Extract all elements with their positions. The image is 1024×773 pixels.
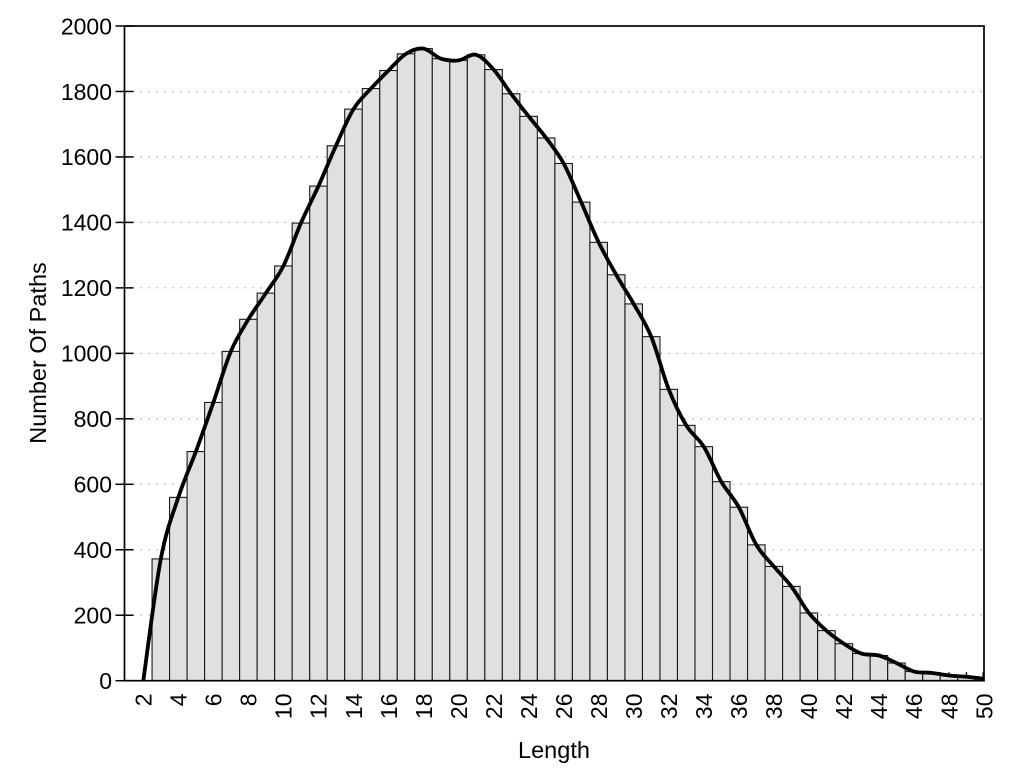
histogram-bar-21 <box>466 54 486 682</box>
x-tick-labels: 2 4 6 8 10 12 14 16 18 20 22 24 26 28 30 32 34 36 38 40 42 44… <box>131 693 998 719</box>
y-axis-title: Number Of Paths <box>25 262 51 444</box>
x-tick-label-18: 18 <box>411 694 437 720</box>
histogram-bar-34 <box>694 446 714 682</box>
x-tick-label-36: 36 <box>726 694 752 720</box>
x-tick-label-50: 50 <box>971 694 997 720</box>
histogram-bar-8 <box>239 318 258 682</box>
x-tick-label-14: 14 <box>341 693 367 719</box>
y-tick-label-2000: 2000 <box>61 13 112 39</box>
histogram-bar-36 <box>729 506 749 682</box>
x-tick-label-22: 22 <box>481 694 507 720</box>
histogram-bar-6 <box>204 401 223 682</box>
plot-border <box>123 25 985 682</box>
histogram-bar-5 <box>186 451 206 682</box>
histogram-bar-12 <box>309 185 328 682</box>
x-axis-title: Length <box>518 737 590 763</box>
y-tick-label-600: 600 <box>74 472 112 498</box>
x-tick-label-32: 32 <box>656 694 682 720</box>
y-tick-label-200: 200 <box>74 603 112 629</box>
y-tick-label-0: 0 <box>99 668 112 694</box>
y-tick-label-1600: 1600 <box>61 144 112 170</box>
histogram-bar-15 <box>361 87 381 682</box>
histogram-bar-4 <box>169 496 188 682</box>
histogram-bar-11 <box>291 222 311 682</box>
histogram-bar-19 <box>431 58 451 682</box>
histogram-bar-35 <box>711 481 731 682</box>
y-tick-label-1200: 1200 <box>61 275 112 301</box>
histogram-bar-18 <box>414 48 433 682</box>
histogram-bar-10 <box>274 265 293 682</box>
x-tick-label-28: 28 <box>586 694 612 720</box>
histogram-bar-9 <box>256 292 276 682</box>
histogram-bar-16 <box>379 69 398 682</box>
smooth-curve-layer <box>141 46 985 682</box>
histogram-bar-25 <box>536 137 556 682</box>
x-tick-label-6: 6 <box>201 694 227 707</box>
histogram-bar-26 <box>554 162 573 682</box>
y-tick-label-400: 400 <box>74 537 112 563</box>
histogram-bar-31 <box>641 336 661 682</box>
histogram-bar-40 <box>799 612 819 682</box>
histogram-bar-13 <box>326 145 346 682</box>
histogram-bar-39 <box>782 585 801 682</box>
histogram-bar-41 <box>817 630 836 682</box>
histogram-bar-33 <box>676 424 696 682</box>
y-tick-label-1000: 1000 <box>61 341 112 367</box>
frequency-curve <box>141 46 985 682</box>
x-tick-label-48: 48 <box>936 694 962 720</box>
histogram-bar-32 <box>659 388 679 682</box>
x-tick-label-10: 10 <box>271 694 297 720</box>
x-tick-label-44: 44 <box>866 693 892 719</box>
x-tick-label-40: 40 <box>796 694 822 720</box>
x-tick-label-24: 24 <box>516 693 542 719</box>
y-tick-labels: 0 200 400 600 800 1000 1200 1400 1600 1800 2000 <box>61 13 112 694</box>
histogram-bar-17 <box>396 53 416 682</box>
x-tick-label-8: 8 <box>236 694 262 707</box>
x-tick-label-4: 4 <box>166 693 192 706</box>
x-tick-label-12: 12 <box>306 694 332 720</box>
histogram-bar-22 <box>484 68 503 682</box>
x-tick-label-38: 38 <box>761 694 787 720</box>
histogram-bar-30 <box>624 303 644 682</box>
y-tick-label-1400: 1400 <box>61 210 112 236</box>
y-tick-label-1800: 1800 <box>61 79 112 105</box>
y-tick-label-800: 800 <box>74 406 112 432</box>
histogram-bar-20 <box>449 59 468 682</box>
histogram-bar-14 <box>344 108 363 682</box>
histogram-bar-43 <box>852 652 871 682</box>
x-tick-label-30: 30 <box>621 694 647 720</box>
histogram-bar-28 <box>589 241 608 682</box>
histogram-bar-7 <box>221 350 241 682</box>
x-tick-label-20: 20 <box>446 694 472 720</box>
x-tick-label-34: 34 <box>691 693 717 719</box>
histogram-bar-29 <box>606 274 626 682</box>
histogram-bar-24 <box>519 115 538 682</box>
x-tick-label-42: 42 <box>831 694 857 720</box>
histogram-bar-3 <box>151 558 171 682</box>
histogram-bar-38 <box>764 565 784 682</box>
histogram-bar-37 <box>747 544 766 682</box>
x-tick-label-2: 2 <box>131 694 157 707</box>
x-tick-label-46: 46 <box>901 694 927 720</box>
histogram-bars <box>151 48 985 682</box>
histogram-bar-23 <box>501 93 521 682</box>
x-tick-label-16: 16 <box>376 694 402 720</box>
histogram-bar-27 <box>571 201 591 682</box>
x-tick-label-26: 26 <box>551 694 577 720</box>
